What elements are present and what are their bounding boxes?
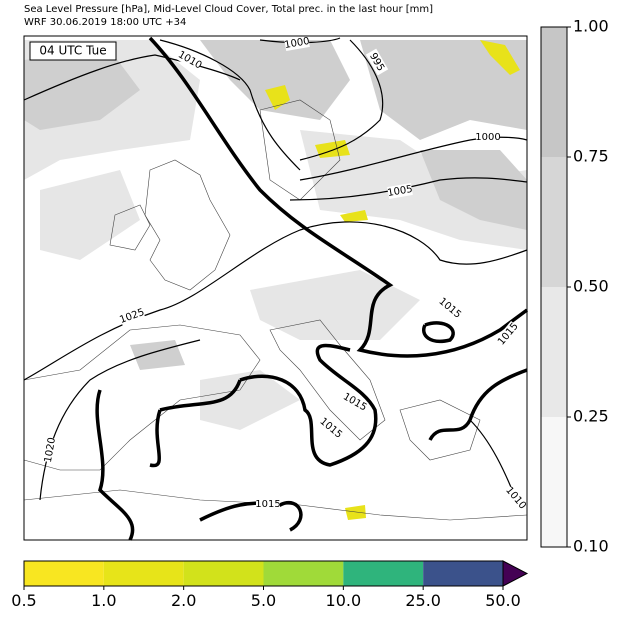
contour-label-bg (317, 415, 345, 441)
colorbar-segment (541, 27, 567, 157)
time-box (29, 41, 117, 61)
contour-label-bg (284, 35, 310, 51)
colorbar-tick-label: 0.25 (573, 407, 609, 426)
contour-label-bg (436, 295, 464, 321)
precipitation (265, 40, 520, 520)
contour-label: 1015 (255, 499, 280, 510)
colorbar-tick-label: 2.0 (171, 591, 196, 610)
colorbar-tick-label: 0.50 (573, 277, 609, 296)
colorbar-extend (502, 560, 529, 587)
contour-label: 1000 (475, 132, 500, 143)
colorbar-segment (541, 157, 567, 287)
colorbar-tick-label: 5.0 (251, 591, 276, 610)
colorbar-tick-label: 50.0 (485, 591, 521, 610)
colorbar-segment (541, 287, 567, 417)
colorbar-segment (103, 561, 184, 586)
contour-label-bg (387, 183, 413, 199)
contour-label-bg (495, 320, 521, 348)
time-label: 04 UTC Tue (39, 44, 106, 58)
colorbar-segment (423, 561, 503, 586)
coastlines (23, 99, 528, 521)
colorbar-tick-label: 10.0 (326, 591, 362, 610)
contour-label: 1005 (387, 184, 414, 199)
colorbar-segment (541, 417, 567, 547)
contour-label-bg (176, 48, 204, 72)
colorbar-tick-label: 25.0 (405, 591, 441, 610)
contour-label-bg (42, 437, 58, 463)
cloud-colorbar: 0.10 0.25 0.50 0.75 1.00 (540, 17, 609, 556)
contour-label-bg (256, 498, 280, 510)
colorbar-segment (24, 561, 104, 586)
colorbar-segment (263, 561, 344, 586)
colorbar-segment (183, 561, 264, 586)
subtitle: WRF 30.06.2019 18:00 UTC +34 (24, 17, 186, 28)
colorbar-tick-label: 0.5 (11, 591, 36, 610)
contour-label-bg (365, 48, 389, 76)
title: Sea Level Pressure [hPa], Mid-Level Clou… (24, 4, 433, 15)
colorbar-tick-label: 0.75 (573, 147, 609, 166)
contour-label-bg (476, 131, 500, 143)
colorbar-tick-label: 1.0 (91, 591, 116, 610)
contour-label-bg (341, 390, 369, 414)
colorbar-segment (343, 561, 424, 586)
contour-label: 1020 (43, 437, 58, 464)
contour-label-bg (503, 484, 529, 512)
contour-label: 1000 (284, 36, 311, 51)
map-frame (23, 35, 528, 541)
colorbar-tick-label: 1.00 (573, 17, 609, 36)
precip-colorbar: 0.5 1.0 2.0 5.0 10.0 25.0 50.0 (11, 560, 529, 610)
contour-label-bg (118, 306, 146, 326)
colorbar-tick-label: 0.10 (573, 537, 609, 556)
